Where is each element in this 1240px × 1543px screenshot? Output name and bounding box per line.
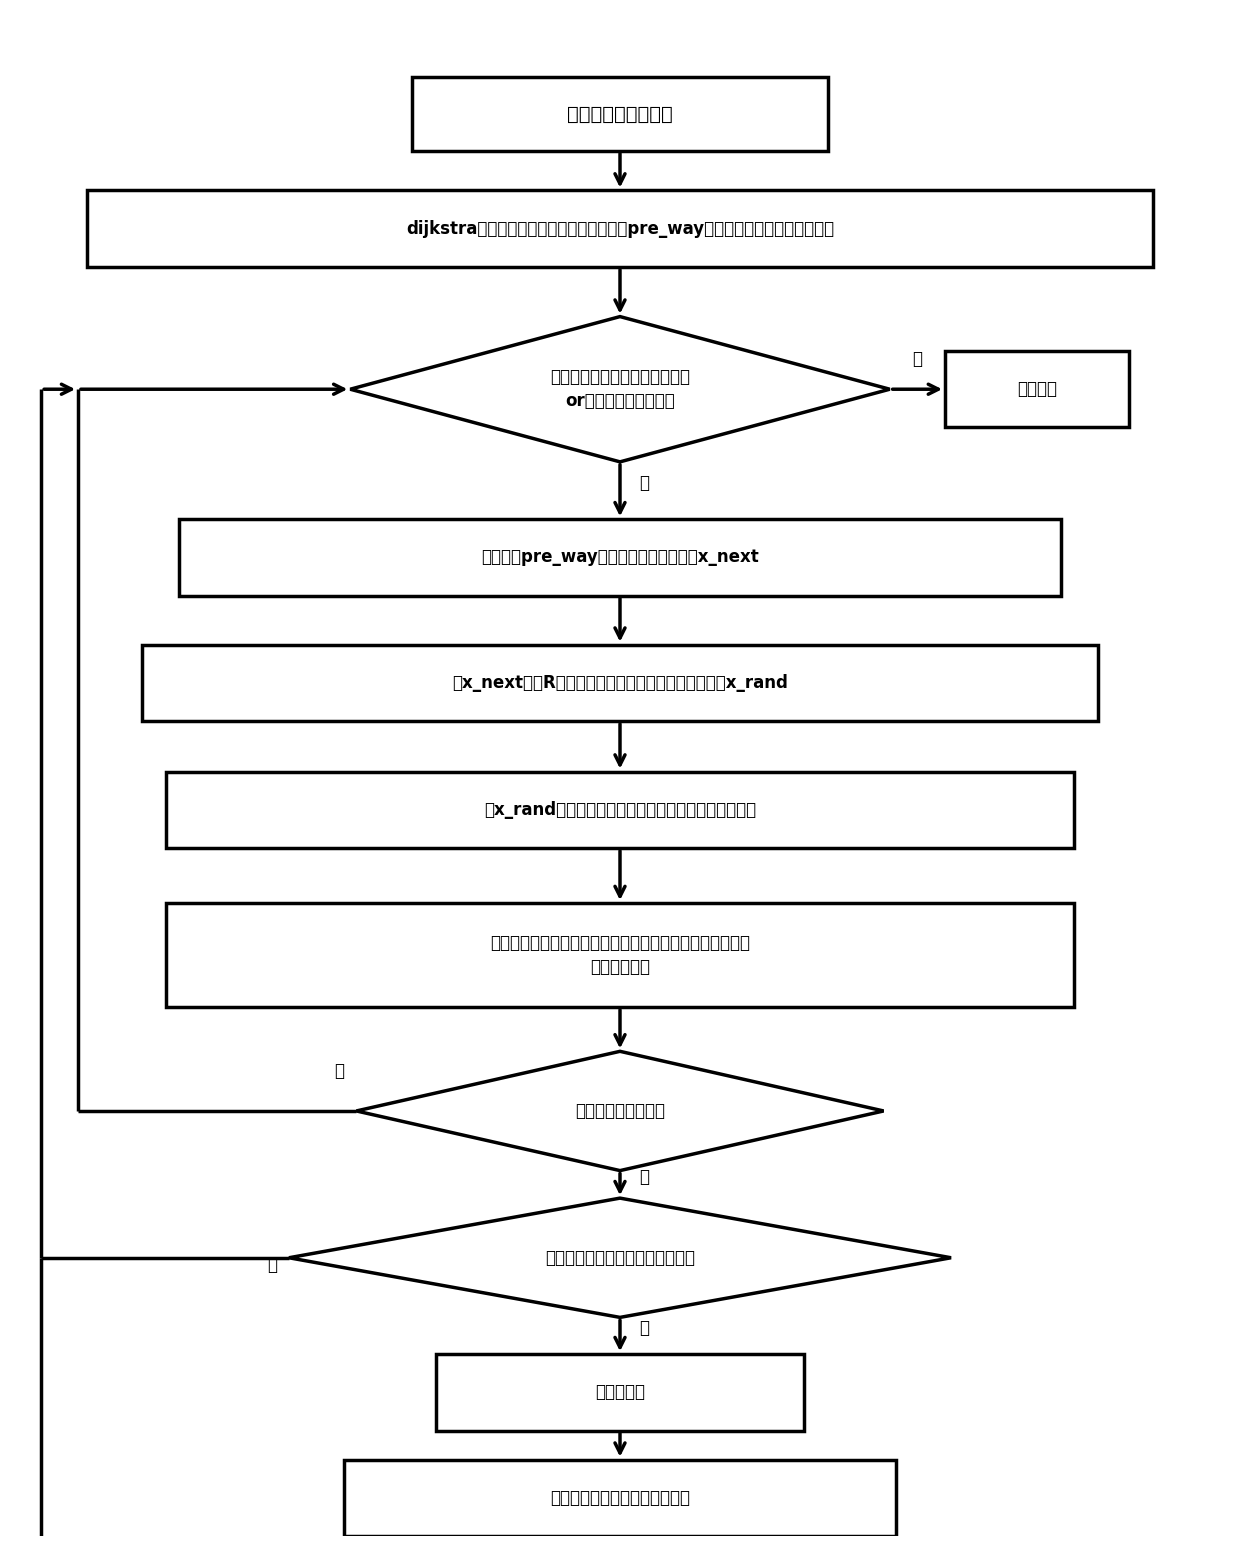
- Text: 输出路径: 输出路径: [1017, 380, 1056, 398]
- FancyBboxPatch shape: [179, 518, 1061, 596]
- FancyBboxPatch shape: [436, 1355, 804, 1430]
- Text: 可视图法构建拓扑图: 可视图法构建拓扑图: [567, 105, 673, 123]
- Text: 当前点与目标点距离小于阈值？
or到达迭代次数上限？: 当前点与目标点距离小于阈值？ or到达迭代次数上限？: [551, 369, 689, 410]
- Text: 否: 否: [640, 1168, 650, 1185]
- Text: 拓展过程是否有碰撞: 拓展过程是否有碰撞: [575, 1102, 665, 1120]
- Text: 修剪在该局部范围内的主导节点: 修剪在该局部范围内的主导节点: [551, 1489, 689, 1508]
- FancyBboxPatch shape: [141, 645, 1099, 721]
- FancyBboxPatch shape: [345, 1460, 895, 1535]
- FancyBboxPatch shape: [945, 350, 1128, 427]
- Text: 在x_rand的拓展区域范围内，耗散最优的节点优先拓展: 在x_rand的拓展区域范围内，耗散最优的节点优先拓展: [484, 801, 756, 819]
- FancyBboxPatch shape: [87, 190, 1153, 267]
- Text: 采用横向控制策略，根据拓展生成的轨迹选择控制量对系统
模型进行积分: 采用横向控制策略，根据拓展生成的轨迹选择控制量对系统 模型进行积分: [490, 934, 750, 975]
- Text: 否: 否: [640, 474, 650, 492]
- Text: 是: 是: [640, 1319, 650, 1338]
- FancyBboxPatch shape: [166, 772, 1074, 849]
- Text: 新加入的节点在局部范围是否最优: 新加入的节点在局部范围是否最优: [546, 1248, 694, 1267]
- Text: 在x_next附近R半径圆区域内高斯随机采样得到采样点x_rand: 在x_next附近R半径圆区域内高斯随机采样得到采样点x_rand: [453, 674, 787, 691]
- Text: 加入树结构: 加入树结构: [595, 1384, 645, 1401]
- FancyBboxPatch shape: [412, 77, 828, 151]
- Text: 是: 是: [334, 1063, 345, 1080]
- Text: 否: 否: [267, 1256, 277, 1275]
- FancyBboxPatch shape: [166, 903, 1074, 1008]
- Polygon shape: [289, 1197, 951, 1318]
- Text: 是: 是: [913, 350, 923, 367]
- Polygon shape: [350, 316, 890, 461]
- Text: 随机选取pre_way中一点作为局部目标点x_next: 随机选取pre_way中一点作为局部目标点x_next: [481, 548, 759, 566]
- Polygon shape: [356, 1051, 884, 1171]
- Text: dijkstra算法得到最短路径，将途径点存入pre_way数组，以当前点为树的根节点: dijkstra算法得到最短路径，将途径点存入pre_way数组，以当前点为树的…: [405, 219, 835, 238]
